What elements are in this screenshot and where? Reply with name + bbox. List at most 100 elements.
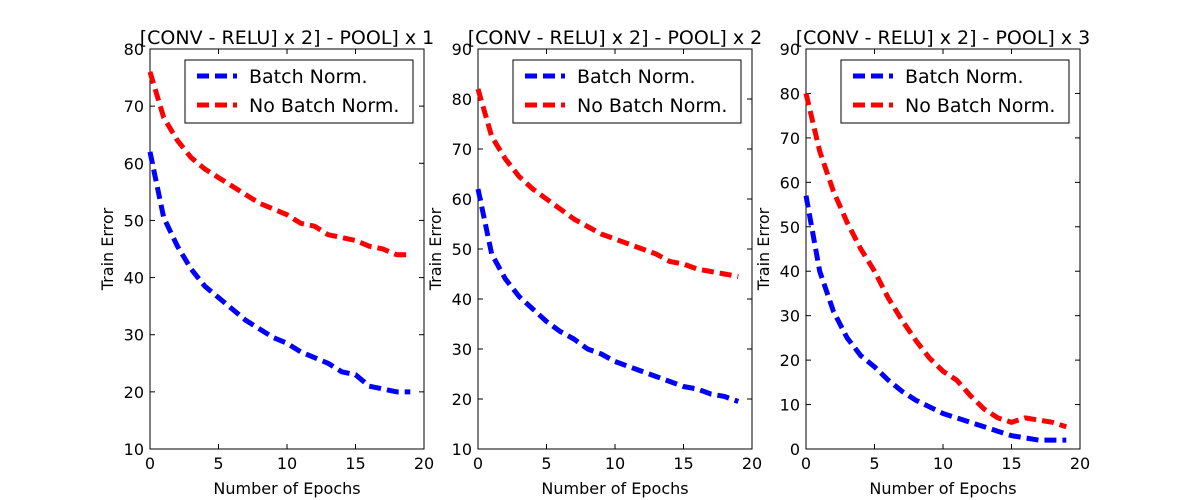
series-line-no-batch-norm: [147, 71, 411, 258]
data-point: [544, 197, 549, 202]
data-point: [872, 269, 877, 274]
y-tick-label: 40: [780, 262, 800, 281]
data-point: [599, 352, 604, 357]
data-point: [530, 187, 535, 192]
x-axis-label: Number of Epochs: [213, 479, 360, 498]
data-point: [408, 389, 413, 394]
data-point: [1050, 438, 1055, 443]
y-tick-label: 10: [780, 396, 800, 415]
data-point: [298, 349, 303, 354]
series-line-no-batch-norm: [803, 92, 1068, 430]
data-point: [982, 424, 987, 429]
x-tick-label: 20: [1070, 454, 1090, 473]
y-tick-label: 20: [452, 390, 472, 409]
y-tick-label: 30: [124, 326, 144, 345]
data-point: [230, 184, 235, 189]
series-line-batch-norm: [147, 151, 411, 395]
series-line-batch-norm: [475, 188, 740, 404]
data-point: [558, 329, 563, 334]
y-axis-label: Train Error: [98, 207, 117, 291]
y-tick-label: 10: [124, 440, 144, 459]
data-point: [161, 215, 166, 220]
data-point: [476, 187, 481, 192]
data-point: [571, 337, 576, 342]
y-tick-label: 20: [124, 383, 144, 402]
y-tick-label: 80: [124, 40, 144, 59]
data-point: [202, 284, 207, 289]
x-axis-label: Number of Epochs: [869, 479, 1016, 498]
data-point: [353, 372, 358, 377]
data-point: [285, 341, 290, 346]
series-line-no-batch-norm: [475, 88, 739, 279]
data-point: [736, 399, 741, 404]
data-point: [408, 252, 413, 257]
data-point: [257, 327, 262, 332]
data-point: [367, 244, 372, 249]
data-point: [941, 369, 946, 374]
data-point: [613, 237, 618, 242]
data-point: [380, 387, 385, 392]
data-point: [654, 252, 659, 257]
data-point: [817, 149, 822, 154]
data-point: [626, 364, 631, 369]
data-point: [517, 174, 522, 179]
data-point: [695, 267, 700, 272]
x-tick-label: 20: [414, 454, 434, 473]
data-point: [667, 379, 672, 384]
x-tick-label: 10: [605, 454, 625, 473]
chart-title: [CONV - RELU] x 2] - POOL] x 2: [468, 27, 762, 49]
data-point: [216, 175, 221, 180]
data-point: [175, 138, 180, 143]
y-tick-label: 30: [452, 340, 472, 359]
data-point: [722, 394, 727, 399]
x-tick-label: 15: [673, 454, 693, 473]
data-point: [312, 224, 317, 229]
data-point: [708, 392, 713, 397]
chart-title: [CONV - RELU] x 2] - POOL] x 3: [796, 27, 1090, 49]
data-point: [394, 252, 399, 257]
x-tick-label: 10: [277, 454, 297, 473]
legend-box: [840, 59, 1070, 124]
x-tick-label: 0: [473, 454, 483, 473]
y-tick-label: 0: [790, 440, 800, 459]
data-point: [845, 220, 850, 225]
legend-label: Batch Norm.: [249, 66, 368, 88]
data-point: [544, 319, 549, 324]
data-point: [367, 384, 372, 389]
data-point: [640, 369, 645, 374]
y-tick-label: 80: [780, 84, 800, 103]
data-point: [271, 207, 276, 212]
data-point: [954, 415, 959, 420]
data-point: [886, 295, 891, 300]
data-point: [872, 364, 877, 369]
y-tick-label: 40: [452, 290, 472, 309]
data-point: [558, 207, 563, 212]
y-tick-label: 90: [780, 40, 800, 59]
y-tick-label: 10: [452, 440, 472, 459]
data-point: [312, 355, 317, 360]
data-point: [243, 318, 248, 323]
data-point: [1036, 438, 1041, 443]
data-point: [804, 193, 809, 198]
data-point: [503, 157, 508, 162]
data-point: [913, 398, 918, 403]
data-point: [831, 189, 836, 194]
data-point: [161, 115, 166, 120]
data-point: [1009, 420, 1014, 425]
data-point: [285, 212, 290, 217]
data-point: [804, 91, 809, 96]
data-point: [489, 252, 494, 257]
data-point: [189, 267, 194, 272]
data-point: [845, 335, 850, 340]
data-point: [571, 217, 576, 222]
legend-label: Batch Norm.: [905, 66, 1024, 88]
y-tick-label: 30: [780, 307, 800, 326]
legend-label: No Batch Norm.: [905, 95, 1055, 117]
data-point: [148, 69, 153, 74]
data-point: [913, 338, 918, 343]
data-point: [886, 378, 891, 383]
series-line-batch-norm: [803, 195, 1067, 443]
data-point: [667, 259, 672, 264]
data-point: [817, 269, 822, 274]
data-point: [339, 235, 344, 240]
